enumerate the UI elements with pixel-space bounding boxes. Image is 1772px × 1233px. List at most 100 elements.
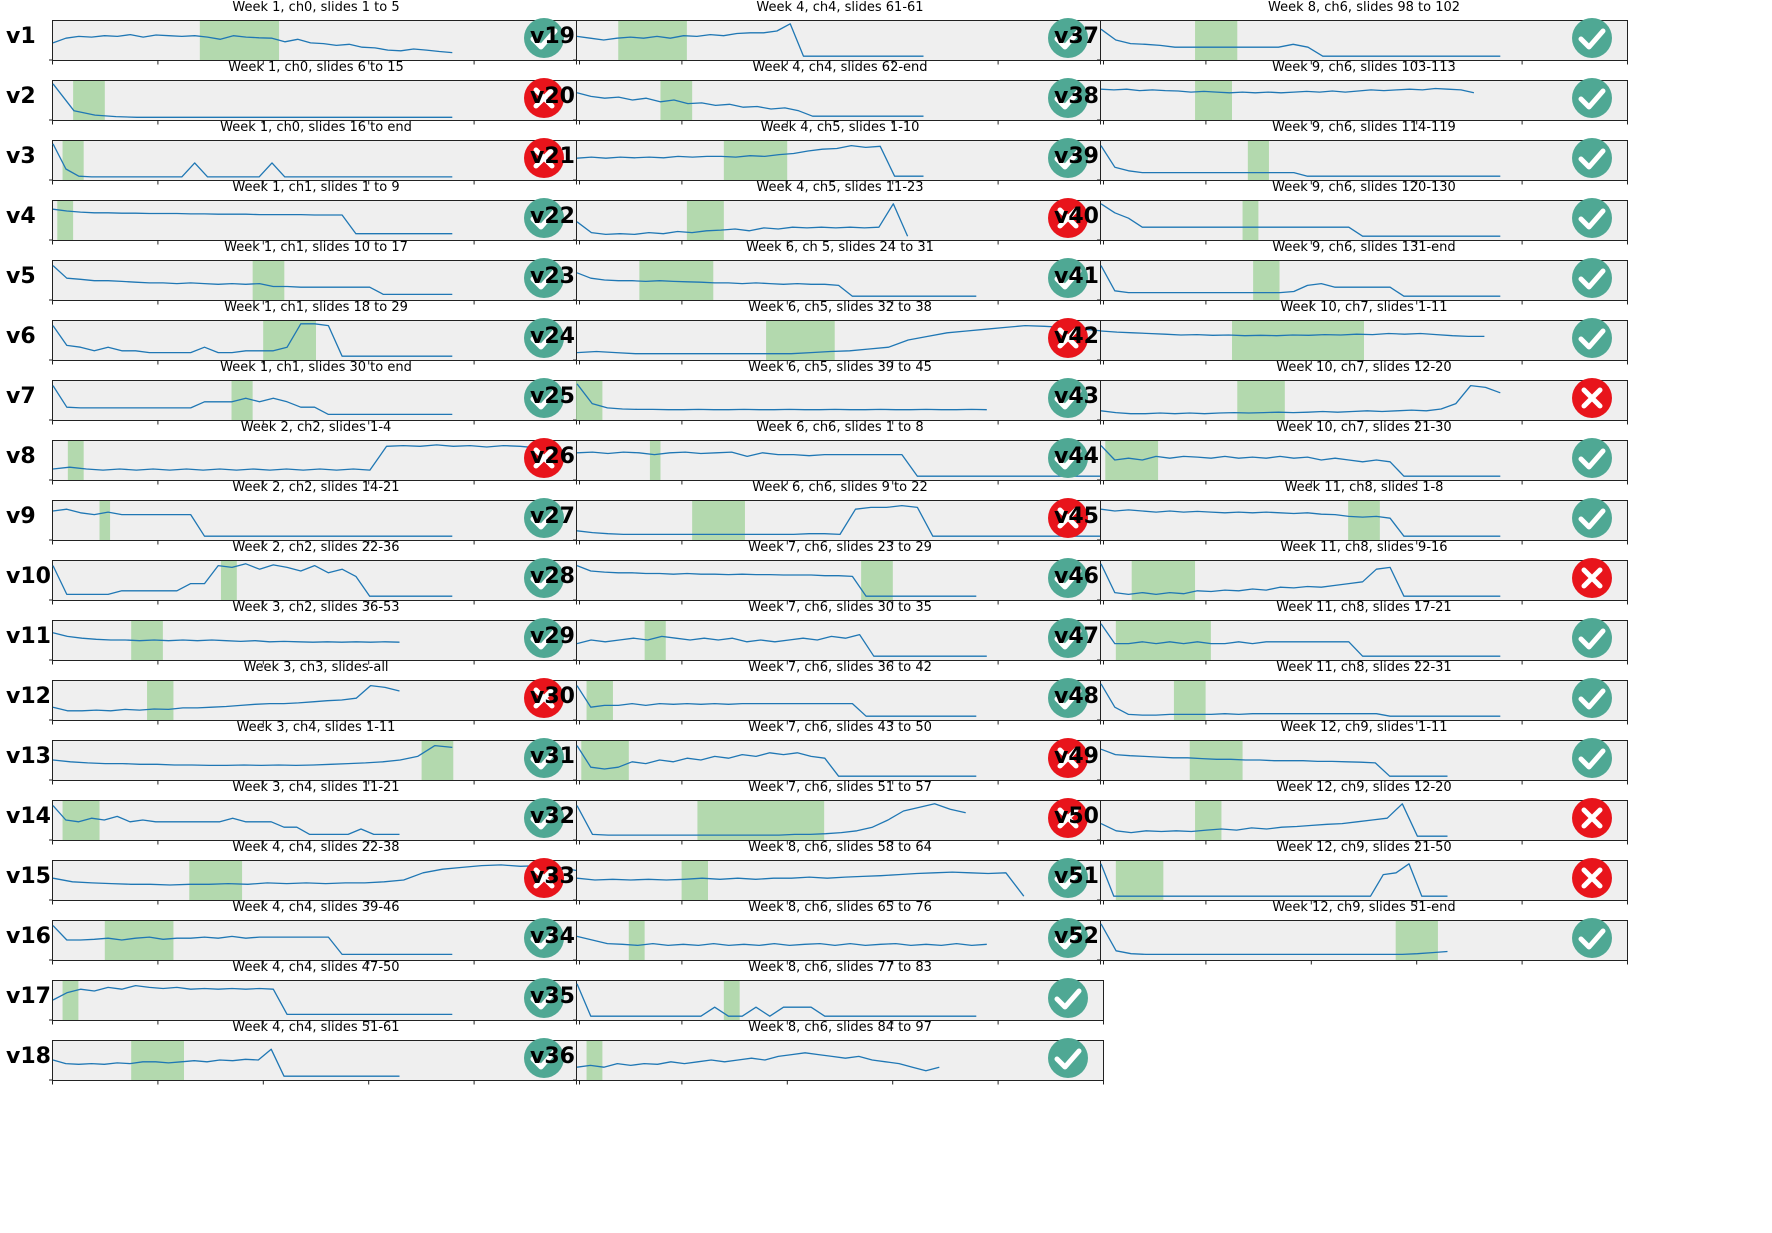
highlight-region xyxy=(628,921,645,960)
highlight-region xyxy=(1237,381,1285,420)
plot-background xyxy=(52,440,580,481)
panel-title: Week 1, ch0, slides 16 to end xyxy=(220,120,412,135)
panel-title: Week 4, ch4, slides 51-61 xyxy=(232,1020,400,1035)
highlight-region xyxy=(686,201,724,240)
highlight-region xyxy=(1115,621,1211,660)
cross-icon xyxy=(524,438,564,478)
highlight-region xyxy=(644,621,666,660)
chart-panel-v16: v16 Week 4, ch4, slides 39-46 xyxy=(0,900,590,968)
series-line xyxy=(576,144,924,177)
check-icon xyxy=(524,1038,564,1078)
panel-title: Week 3, ch4, slides 11-21 xyxy=(232,780,400,795)
chart-panel-v7: v7 Week 1, ch1, slides 30 to end xyxy=(0,360,590,428)
highlight-region xyxy=(1173,681,1206,720)
series-line xyxy=(52,208,453,235)
check-icon xyxy=(1048,378,1088,418)
plot-background xyxy=(576,860,1104,901)
line-chart xyxy=(573,80,1104,125)
chart-panel-v44: v44 Week 10, ch7, slides 21-30 xyxy=(1048,420,1638,488)
chart-panel-v3: v3 Week 1, ch0, slides 16 to end xyxy=(0,120,590,188)
chart-panel-v12: v12 Week 3, ch3, slides-all xyxy=(0,660,590,728)
panel-title: Week 6, ch6, slides 1 to 8 xyxy=(756,420,924,435)
panel-label: v46 xyxy=(1054,564,1099,589)
plot-background xyxy=(576,440,1104,481)
check-icon xyxy=(1048,18,1088,58)
chart-panel-v11: v11 Week 3, ch2, slides 36-53 xyxy=(0,600,590,668)
chart-panel-v43: v43 Week 10, ch7, slides 12-20 xyxy=(1048,360,1638,428)
panel-title: Week 11, ch8, slides 17-21 xyxy=(1276,600,1452,615)
panel-title: Week 7, ch6, slides 30 to 35 xyxy=(748,600,932,615)
chart-panel-v10: v10 Week 2, ch2, slides 22-36 xyxy=(0,540,590,608)
chart-panel-v9: v9 Week 2, ch2, slides 14-21 xyxy=(0,480,590,548)
plot-background xyxy=(1100,860,1628,901)
panel-title: Week 4, ch4, slides 22-38 xyxy=(232,840,400,855)
highlight-region xyxy=(586,681,613,720)
chart-panel-v39: v39 Week 9, ch6, slides 114-119 xyxy=(1048,120,1638,188)
line-chart xyxy=(573,200,1104,245)
panel-title: Week 7, ch6, slides 51 to 57 xyxy=(748,780,932,795)
panel-title: Week 12, ch9, slides 21-50 xyxy=(1276,840,1452,855)
panel-label: v7 xyxy=(6,384,36,409)
series-line xyxy=(576,745,977,777)
panel-title: Week 9, ch6, slides 120-130 xyxy=(1272,180,1456,195)
panel-label: v24 xyxy=(530,324,575,349)
highlight-region xyxy=(1115,861,1164,900)
check-icon xyxy=(524,918,564,958)
check-icon xyxy=(1572,18,1612,58)
chart-panel-v20: v20 Week 4, ch4, slides 62-end xyxy=(524,60,1114,128)
check-icon xyxy=(1572,138,1612,178)
plot-background xyxy=(1100,140,1628,181)
cross-icon xyxy=(524,78,564,118)
panel-title: Week 3, ch2, slides 36-53 xyxy=(232,600,400,615)
highlight-region xyxy=(1195,21,1238,60)
chart-panel-v40: v40 Week 9, ch6, slides 120-130 xyxy=(1048,180,1638,248)
series-line xyxy=(52,33,453,54)
series-line xyxy=(1100,923,1448,956)
series-line xyxy=(1100,683,1501,717)
check-icon xyxy=(524,318,564,358)
panel-title: Week 7, ch6, slides 23 to 29 xyxy=(748,540,932,555)
panel-label: v29 xyxy=(530,624,575,649)
check-icon xyxy=(524,978,564,1018)
line-chart xyxy=(49,980,580,1025)
highlight-region xyxy=(104,921,174,960)
cross-icon xyxy=(524,138,564,178)
panel-label: v11 xyxy=(6,624,51,649)
plot-background xyxy=(52,740,580,781)
check-icon xyxy=(524,198,564,238)
cross-icon xyxy=(1048,798,1088,838)
highlight-region xyxy=(586,1041,603,1080)
chart-panel-v33: v33 Week 8, ch6, slides 58 to 64 xyxy=(524,840,1114,908)
line-chart xyxy=(1097,80,1628,125)
panel-title: Week 8, ch6, slides 77 to 83 xyxy=(748,960,932,975)
plot-background xyxy=(576,920,1104,961)
line-chart xyxy=(1097,560,1628,605)
plot-background xyxy=(576,800,1104,841)
highlight-region xyxy=(220,561,237,600)
highlight-region xyxy=(723,141,788,180)
panel-title: Week 9, ch6, slides 103-113 xyxy=(1272,60,1456,75)
line-chart xyxy=(49,80,580,125)
line-chart xyxy=(573,440,1104,485)
highlight-region xyxy=(263,321,316,360)
plot-background xyxy=(52,20,580,61)
check-icon xyxy=(1048,618,1088,658)
line-chart xyxy=(1097,20,1628,65)
line-chart xyxy=(1097,380,1628,425)
panel-label: v44 xyxy=(1054,444,1099,469)
check-icon xyxy=(1048,258,1088,298)
line-chart xyxy=(49,860,580,905)
chart-panel-v18: v18 Week 4, ch4, slides 51-61 xyxy=(0,1020,590,1088)
check-icon xyxy=(1048,678,1088,718)
panel-label: v33 xyxy=(530,864,575,889)
series-line xyxy=(576,935,987,947)
highlight-region xyxy=(1195,801,1222,840)
highlight-region xyxy=(62,141,84,180)
panel-title: Week 10, ch7, slides 12-20 xyxy=(1276,360,1452,375)
series-line xyxy=(1100,330,1485,338)
plot-background xyxy=(52,140,580,181)
panel-title: Week 12, ch9, slides 1-11 xyxy=(1280,720,1448,735)
panel-label: v8 xyxy=(6,444,36,469)
chart-panel-v19: v19 Week 4, ch4, slides 61-61 xyxy=(524,0,1114,68)
panel-title: Week 12, ch9, slides 51-end xyxy=(1272,900,1456,915)
